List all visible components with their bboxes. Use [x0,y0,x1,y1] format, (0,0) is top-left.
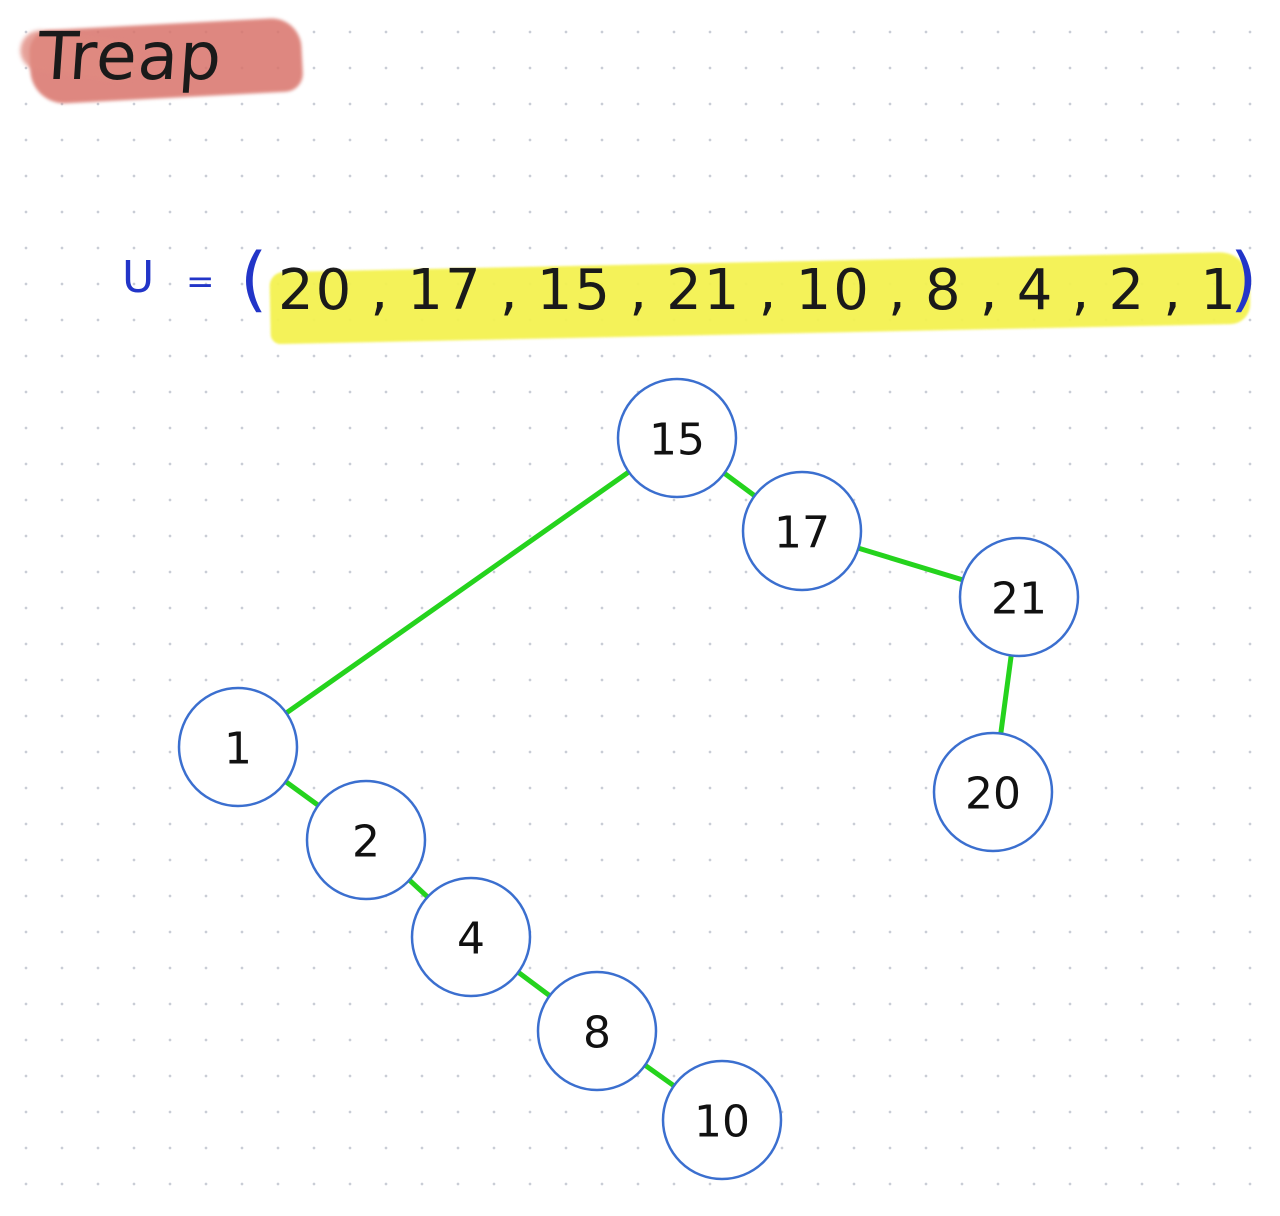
node-label: 20 [965,769,1021,820]
node-circle [410,876,532,998]
set-values: 20 , 17 , 15 , 21 , 10 , 8 , 4 , 2 , 1 [278,258,1238,323]
edge-n4-n8 [512,967,556,1001]
set-comma: , [499,258,520,323]
set-comma: , [887,258,908,323]
set-comma: , [370,258,391,323]
set-comma: , [1163,258,1184,323]
set-comma: , [1071,258,1092,323]
tree-node-8: 8 [536,970,658,1092]
set-equals-sign: = [186,262,215,302]
node-label: 15 [649,415,705,466]
node-circle [305,779,427,901]
set-value: 21 [666,258,742,323]
edge-n8-n10 [639,1060,680,1091]
node-circle [661,1059,783,1181]
tree-node-17: 17 [741,470,863,592]
node-label: 1 [224,724,252,775]
set-value: 17 [407,258,483,323]
node-label: 8 [583,1008,611,1059]
tree-node-20: 20 [932,731,1054,853]
node-circle [616,377,738,499]
node-label: 2 [352,817,380,868]
node-circle [741,470,863,592]
edge-n15-n17 [718,468,761,501]
set-comma: , [979,258,1000,323]
tree-node-21: 21 [958,536,1080,658]
set-value: 8 [924,258,963,323]
tree-node-10: 10 [661,1059,783,1181]
edge-n15-n1 [280,467,635,718]
edge-n2-n4 [403,874,434,903]
set-comma: , [758,258,779,323]
node-circle [958,536,1080,658]
set-value: 1 [1200,258,1238,323]
set-comma: , [629,258,650,323]
node-label: 21 [991,574,1047,625]
set-close-paren: ) [1230,238,1258,320]
node-label: 4 [457,914,485,965]
node-circle [932,731,1054,853]
tree-node-1: 1 [177,686,299,808]
node-circle [536,970,658,1092]
node-label: 17 [774,508,830,559]
set-value: 20 [278,258,354,323]
set-name: U [122,252,155,303]
set-value: 10 [795,258,871,323]
tree-node-4: 4 [410,876,532,998]
set-value: 4 [1016,258,1055,323]
set-value: 15 [536,258,613,323]
node-label: 10 [694,1097,750,1148]
tree-node-15: 15 [616,377,738,499]
set-value: 2 [1108,258,1147,323]
node-circle [177,686,299,808]
edge-n1-n2 [279,776,325,811]
set-open-paren: ( [240,238,268,320]
edges-layer [279,467,1015,1091]
edge-n17-n21 [852,544,969,584]
edge-n21-n20 [997,649,1015,740]
tree-node-2: 2 [305,779,427,901]
